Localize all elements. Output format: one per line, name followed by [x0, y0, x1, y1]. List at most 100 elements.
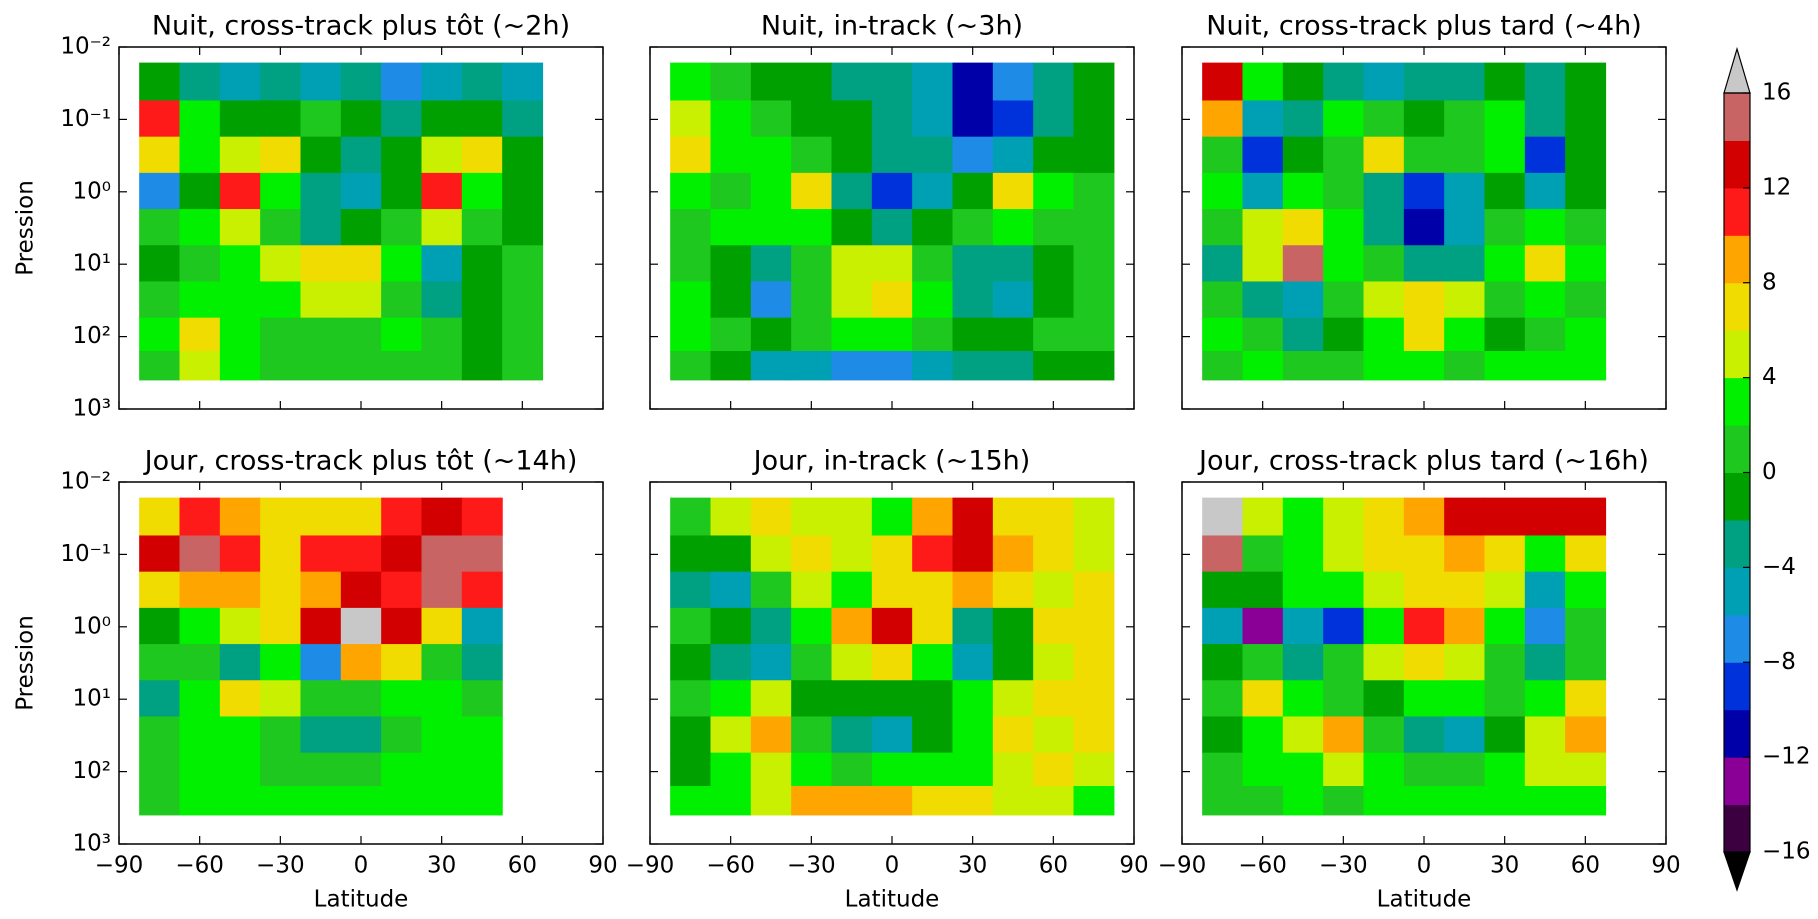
contour-cell: [1033, 716, 1075, 754]
y-tick-label: 10⁻²: [60, 469, 111, 495]
contour-cell: [831, 245, 873, 283]
contour-cell: [1363, 245, 1405, 283]
contour-cell: [871, 786, 913, 816]
contour-cell: [502, 245, 544, 283]
contour-cell: [219, 786, 261, 816]
contour-cell: [1202, 644, 1244, 681]
contour-cell: [791, 172, 833, 210]
contour-cell: [871, 100, 913, 138]
contour-cell: [340, 172, 382, 210]
x-tick-label: 0: [354, 853, 369, 879]
contour-cell: [1524, 62, 1566, 102]
contour-cell: [1363, 281, 1405, 319]
colorbar-band: [1724, 377, 1750, 426]
contour-cell: [750, 644, 792, 681]
contour-cell: [1073, 62, 1115, 102]
contour-cell: [710, 351, 752, 381]
contour-cell: [139, 786, 181, 816]
x-axis-label: Latitude: [314, 887, 409, 913]
contour-cell: [750, 607, 792, 645]
contour-cell: [1484, 317, 1526, 352]
contour-cell: [992, 281, 1034, 319]
contour-cell: [340, 281, 382, 319]
colorbar-tick-label: 8: [1762, 269, 1777, 295]
contour-cell: [670, 209, 712, 246]
contour-cell: [750, 172, 792, 210]
contour-cell: [791, 716, 833, 754]
colorbar-tick-label: −4: [1762, 554, 1796, 580]
contour-cell: [260, 571, 302, 609]
contour-cell: [300, 607, 342, 645]
contour-cell: [952, 752, 994, 787]
contour-cell: [750, 136, 792, 174]
contour-cell: [461, 317, 503, 352]
contour-cell: [139, 136, 181, 174]
contour-cell: [1282, 62, 1324, 102]
contour-cell: [1282, 644, 1324, 681]
contour-cell: [340, 786, 382, 816]
contour-cell: [710, 172, 752, 210]
contour-cell: [1524, 571, 1566, 609]
contour-cell: [1565, 100, 1607, 138]
contour-cell: [219, 716, 261, 754]
contour-cell: [1565, 209, 1607, 246]
contour-cell: [421, 680, 463, 718]
contour-cell: [831, 351, 873, 381]
contour-cell: [912, 136, 954, 174]
contour-cell: [219, 245, 261, 283]
x-tick-label: −90: [1158, 853, 1207, 879]
colorbar-band: [1724, 709, 1750, 758]
contour-cell: [1242, 100, 1284, 138]
contour-cell: [219, 62, 261, 102]
contour-cell: [340, 571, 382, 609]
contour-cell: [831, 317, 873, 352]
contour-cell: [750, 351, 792, 381]
contour-cell: [670, 752, 712, 787]
contour-cell: [1403, 497, 1445, 537]
contour-cell: [1033, 317, 1075, 352]
contour-cell: [1202, 680, 1244, 718]
contour-cell: [952, 680, 994, 718]
contour-cell: [871, 535, 913, 573]
contour-cell: [179, 245, 221, 283]
contour-cell: [1033, 136, 1075, 174]
contour-cell: [952, 607, 994, 645]
y-tick-label: 10⁻¹: [60, 106, 111, 132]
contour-cell: [1202, 209, 1244, 246]
contour-cell: [710, 281, 752, 319]
contour-cell: [871, 716, 913, 754]
contour-cell: [831, 62, 873, 102]
colorbar-band: [1724, 93, 1750, 141]
contour-cell: [710, 136, 752, 174]
contour-cell: [461, 786, 503, 816]
contour-cell: [912, 535, 954, 573]
contour-cell: [381, 209, 423, 246]
contour-cell: [260, 644, 302, 681]
contour-cell: [710, 100, 752, 138]
contour-cell: [670, 571, 712, 609]
contour-cell: [1033, 209, 1075, 246]
contour-cell: [1363, 351, 1405, 381]
contour-cell: [139, 62, 181, 102]
contour-cell: [992, 716, 1034, 754]
contour-cell: [1363, 100, 1405, 138]
contour-cell: [1073, 535, 1115, 573]
contour-cell: [791, 209, 833, 246]
contour-cell: [1073, 245, 1115, 283]
contour-cell: [340, 317, 382, 352]
contour-cell: [1242, 351, 1284, 381]
contour-cell: [1242, 245, 1284, 283]
contour-cell: [300, 62, 342, 102]
contour-cell: [421, 786, 463, 816]
contour-cell: [750, 535, 792, 573]
contour-cell: [952, 716, 994, 754]
contour-cell: [750, 317, 792, 352]
contour-cell: [912, 62, 954, 102]
contour-cell: [1565, 172, 1607, 210]
contour-cell: [1202, 172, 1244, 210]
contour-cell: [1524, 136, 1566, 174]
contour-cell: [992, 497, 1034, 537]
plot-area: [670, 62, 1115, 381]
contour-cell: [1484, 680, 1526, 718]
contour-cell: [750, 281, 792, 319]
